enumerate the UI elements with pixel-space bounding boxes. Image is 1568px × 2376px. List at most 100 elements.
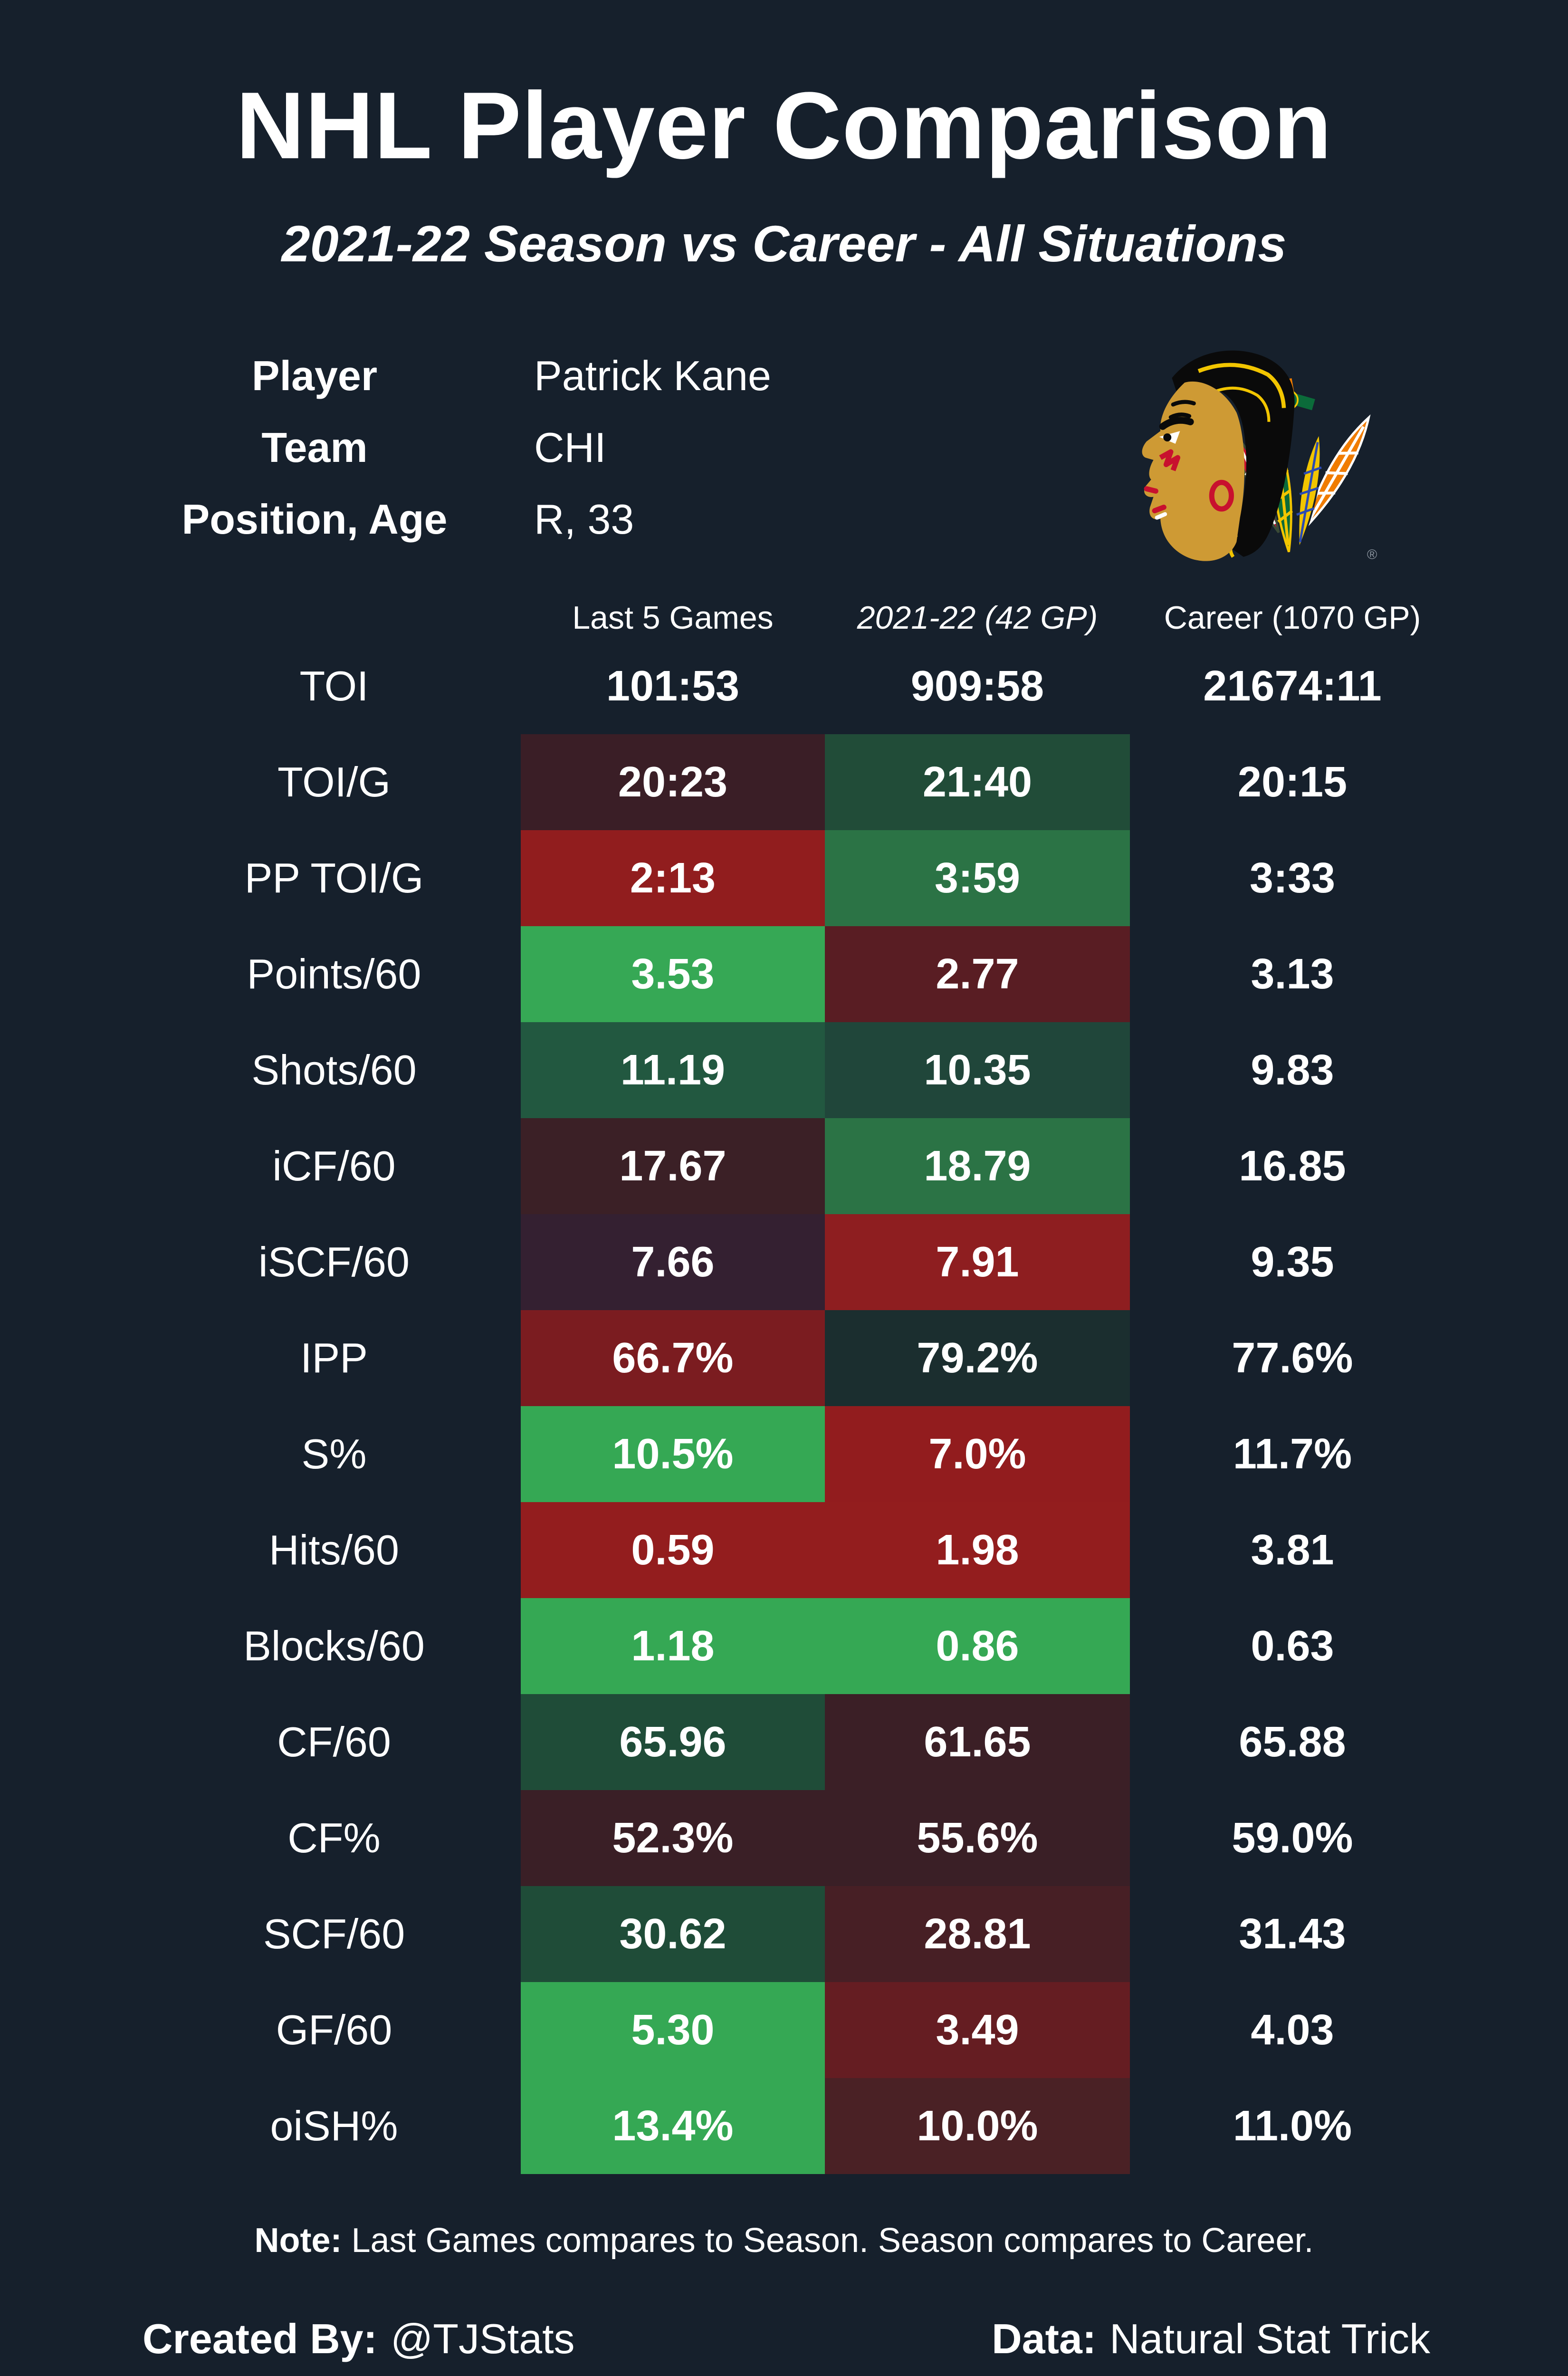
table-row: Shots/60 11.19 10.35 9.83 — [0, 1022, 1568, 1118]
stat-label: Shots/60 — [251, 1046, 417, 1093]
stat-label: Hits/60 — [269, 1526, 399, 1573]
career-value: 4.03 — [1251, 2006, 1334, 2054]
last5-value: 2:13 — [521, 830, 825, 926]
last5-value: 11.19 — [521, 1022, 825, 1118]
data-source: Data: Natural Stat Trick — [992, 2305, 1430, 2373]
table-row: Points/60 3.53 2.77 3.13 — [0, 926, 1568, 1022]
table-row: Hits/60 0.59 1.98 3.81 — [0, 1502, 1568, 1598]
stat-label: PP TOI/G — [244, 854, 424, 901]
table-row: PP TOI/G 2:13 3:59 3:33 — [0, 830, 1568, 926]
last5-value: 66.7% — [521, 1310, 825, 1406]
stat-label: iCF/60 — [272, 1142, 396, 1189]
table-row: iCF/60 17.67 18.79 16.85 — [0, 1118, 1568, 1214]
career-value: 31.43 — [1239, 1910, 1346, 1958]
position-age-value: R, 33 — [534, 495, 634, 543]
column-header-season: 2021-22 (42 GP) — [857, 600, 1098, 636]
blackhawks-team-logo-icon: ® — [1142, 350, 1377, 563]
stat-label: TOI/G — [277, 758, 391, 805]
career-value: 9.35 — [1251, 1238, 1334, 1286]
season-value: 2.77 — [825, 926, 1130, 1022]
stat-label: Blocks/60 — [243, 1622, 425, 1669]
career-value: 20:15 — [1237, 758, 1348, 806]
season-value: 909:58 — [910, 662, 1044, 710]
stats-table: TOI 101:53 909:58 21674:11 TOI/G 20:23 21:40 20… — [0, 638, 1568, 2174]
table-column-headers: Last 5 Games 2021-22 (42 GP) Career (107… — [0, 595, 1568, 641]
face-shape — [1142, 381, 1245, 561]
season-value: 3.49 — [825, 1982, 1130, 2078]
stat-label: TOI — [299, 662, 369, 709]
table-row: TOI/G 20:23 21:40 20:15 — [0, 734, 1568, 830]
position-age-row: Position, Age R, 33 — [0, 483, 771, 555]
stat-label: GF/60 — [276, 2006, 392, 2053]
last5-value: 30.62 — [521, 1886, 825, 1982]
stat-label: IPP — [300, 1334, 368, 1381]
last5-value: 13.4% — [521, 2078, 825, 2174]
table-row: IPP 66.7% 79.2% 77.6% — [0, 1310, 1568, 1406]
table-row: Blocks/60 1.18 0.86 0.63 — [0, 1598, 1568, 1694]
table-row: SCF/60 30.62 28.81 31.43 — [0, 1886, 1568, 1982]
player-info-panel: Player Patrick Kane Team CHI Position, A… — [0, 340, 771, 555]
season-value: 0.86 — [825, 1598, 1130, 1694]
player-label: Player — [251, 352, 378, 399]
stat-label: SCF/60 — [263, 1910, 405, 1957]
career-value: 0.63 — [1251, 1622, 1334, 1670]
table-row: iSCF/60 7.66 7.91 9.35 — [0, 1214, 1568, 1310]
last5-value: 101:53 — [606, 662, 740, 710]
page-title: NHL Player Comparison — [236, 73, 1332, 179]
career-value: 21674:11 — [1203, 662, 1382, 710]
data-source-label: Data: — [992, 2315, 1097, 2362]
career-value: 3.13 — [1251, 950, 1334, 998]
last5-value: 0.59 — [521, 1502, 825, 1598]
footer: Created By: @TJStats Data: Natural Stat Tr… — [143, 2305, 1430, 2373]
season-value: 55.6% — [825, 1790, 1130, 1886]
yellow-feather-icon — [1296, 430, 1322, 550]
created-by-value: @TJStats — [390, 2315, 575, 2362]
note: Note: Last Games compares to Season. Sea… — [0, 2214, 1568, 2267]
stat-label: oiSH% — [270, 2102, 398, 2149]
table-row: oiSH% 13.4% 10.0% 11.0% — [0, 2078, 1568, 2174]
stat-label: iSCF/60 — [258, 1238, 410, 1285]
season-value: 18.79 — [825, 1118, 1130, 1214]
career-value: 11.0% — [1233, 2102, 1352, 2150]
season-value: 61.65 — [825, 1694, 1130, 1790]
career-value: 3:33 — [1249, 854, 1336, 902]
team-label: Team — [261, 423, 368, 471]
table-row: S% 10.5% 7.0% 11.7% — [0, 1406, 1568, 1502]
season-value: 10.0% — [825, 2078, 1130, 2174]
player-row: Player Patrick Kane — [0, 340, 771, 412]
season-value: 3:59 — [825, 830, 1130, 926]
player-name: Patrick Kane — [534, 352, 771, 399]
career-value: 59.0% — [1232, 1814, 1353, 1862]
season-value: 21:40 — [825, 734, 1130, 830]
last5-value: 5.30 — [521, 1982, 825, 2078]
note-text: Last Games compares to Season. Season co… — [351, 2222, 1314, 2260]
season-value: 1.98 — [825, 1502, 1130, 1598]
created-by-label: Created By: — [143, 2315, 377, 2362]
trademark-symbol: ® — [1367, 547, 1377, 563]
last5-value: 3.53 — [521, 926, 825, 1022]
career-value: 9.83 — [1251, 1046, 1334, 1094]
season-value: 79.2% — [825, 1310, 1130, 1406]
table-row: TOI 101:53 909:58 21674:11 — [0, 638, 1568, 734]
last5-value: 52.3% — [521, 1790, 825, 1886]
last5-value: 65.96 — [521, 1694, 825, 1790]
stat-label: Points/60 — [247, 950, 421, 997]
note-label: Note: — [254, 2222, 342, 2260]
created-by: Created By: @TJStats — [143, 2305, 575, 2373]
table-row: GF/60 5.30 3.49 4.03 — [0, 1982, 1568, 2078]
last5-value: 17.67 — [521, 1118, 825, 1214]
season-value: 7.0% — [825, 1406, 1130, 1502]
team-value: CHI — [534, 423, 606, 471]
career-value: 65.88 — [1239, 1718, 1346, 1766]
career-value: 11.7% — [1233, 1430, 1352, 1478]
table-row: CF% 52.3% 55.6% 59.0% — [0, 1790, 1568, 1886]
season-value: 7.91 — [825, 1214, 1130, 1310]
team-row: Team CHI — [0, 412, 771, 483]
table-row: CF/60 65.96 61.65 65.88 — [0, 1694, 1568, 1790]
position-age-label: Position, Age — [182, 495, 448, 543]
last5-value: 10.5% — [521, 1406, 825, 1502]
career-value: 3.81 — [1251, 1526, 1334, 1574]
column-header-career: Career (1070 GP) — [1164, 600, 1421, 636]
last5-value: 7.66 — [521, 1214, 825, 1310]
